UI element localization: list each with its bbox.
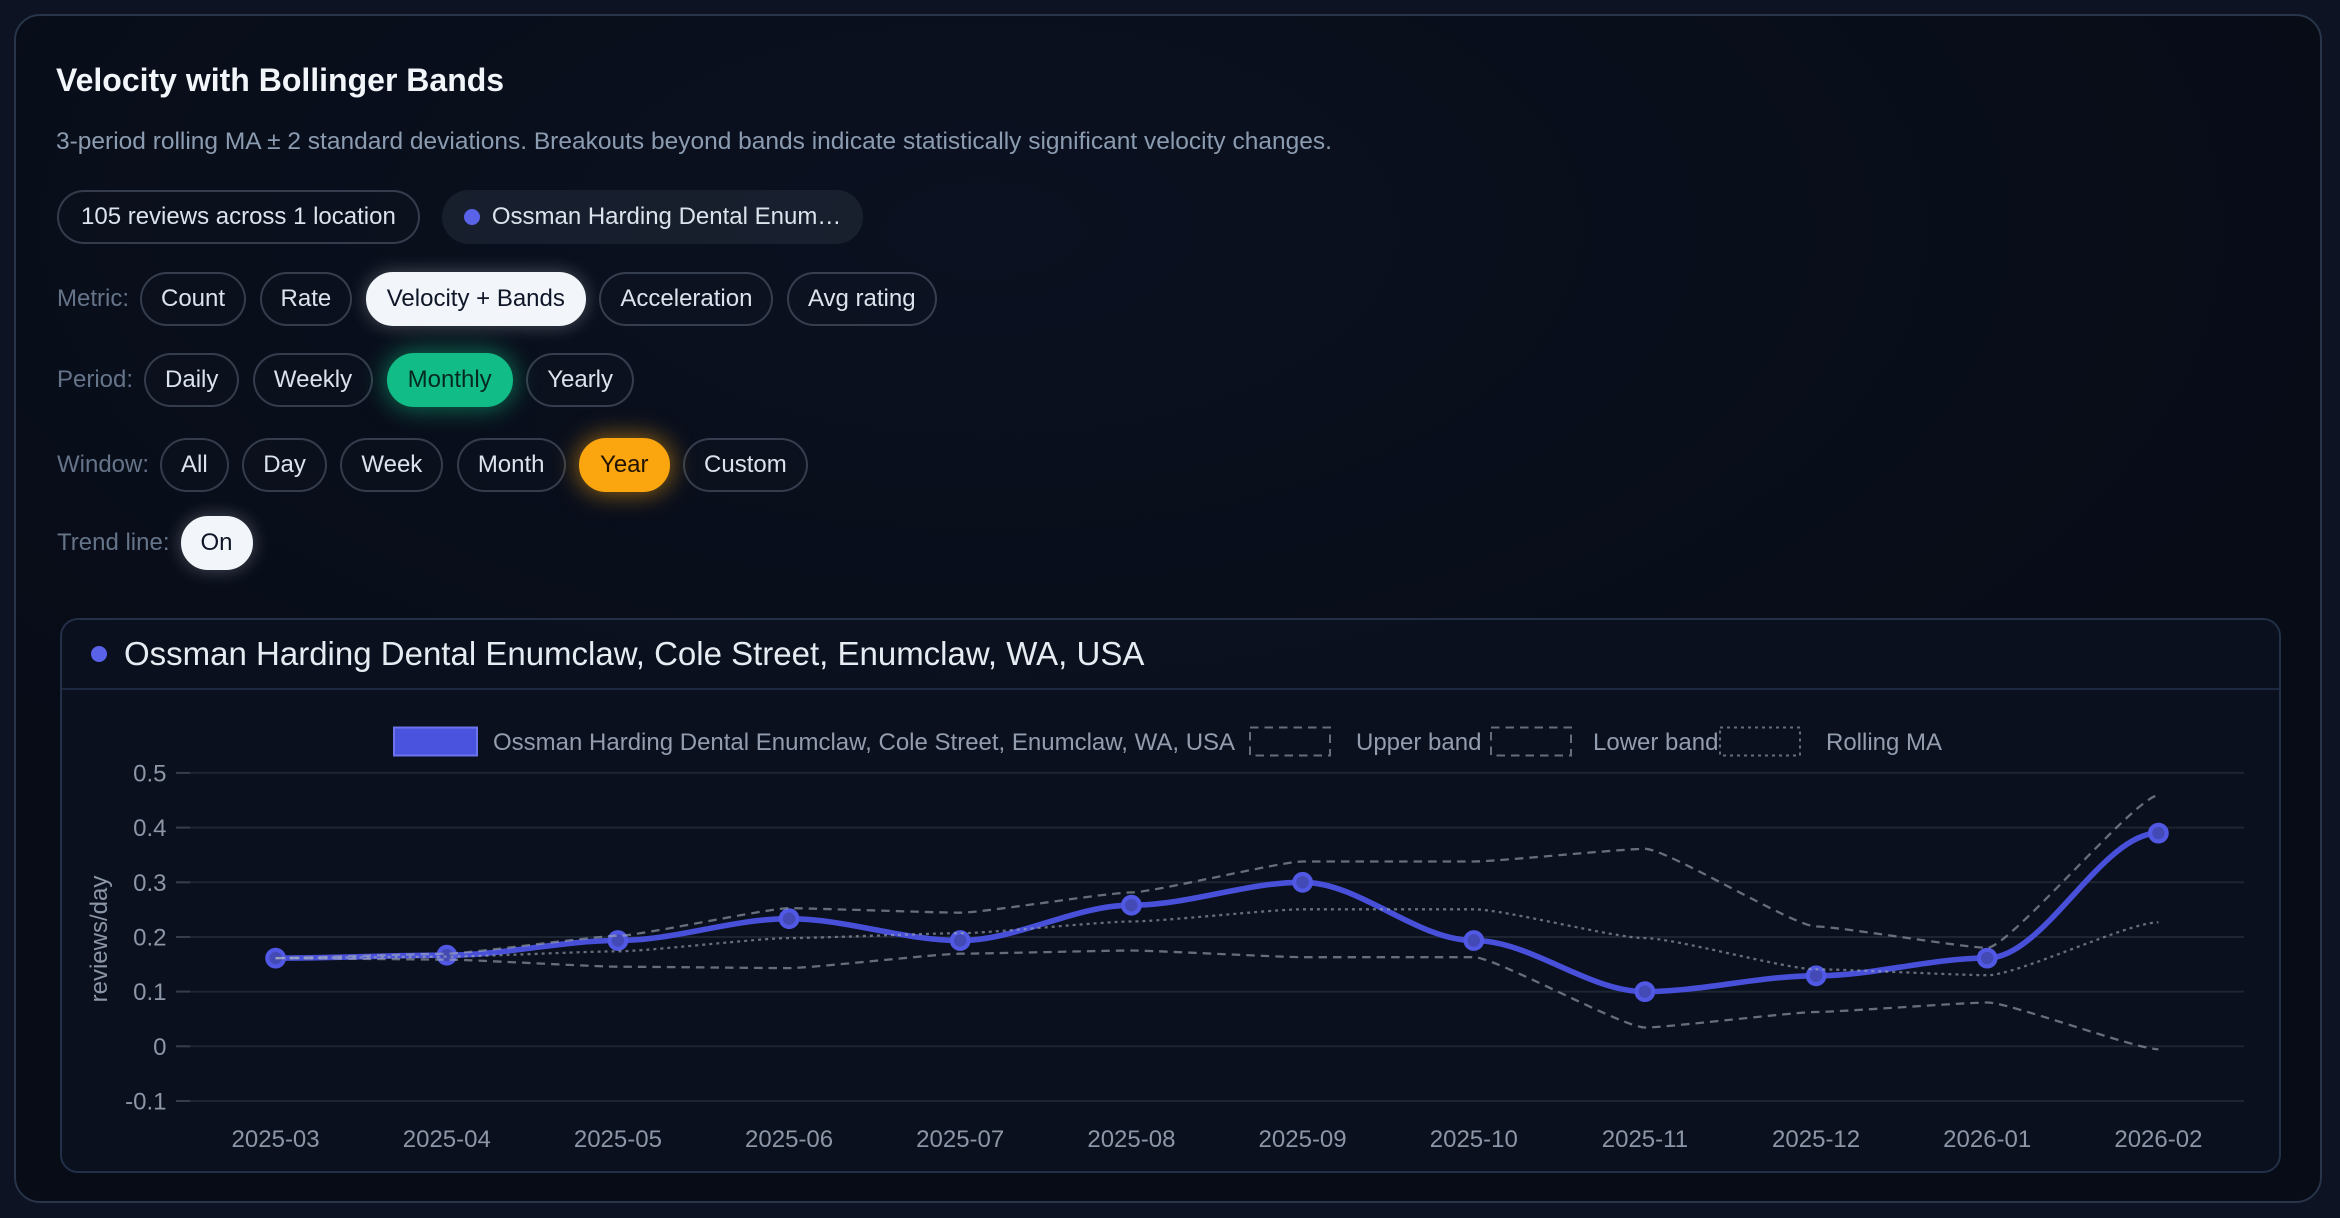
svg-text:2025-06: 2025-06: [745, 1126, 833, 1153]
svg-text:Lower band: Lower band: [1593, 729, 1718, 756]
svg-text:2025-11: 2025-11: [1602, 1126, 1688, 1153]
svg-text:2026-02: 2026-02: [2114, 1126, 2202, 1153]
svg-text:0.2: 0.2: [133, 925, 166, 952]
svg-text:2025-12: 2025-12: [1772, 1126, 1860, 1153]
svg-text:Ossman Harding Dental Enumclaw: Ossman Harding Dental Enumclaw, Cole Str…: [493, 729, 1235, 756]
svg-text:2026-01: 2026-01: [1943, 1126, 2031, 1153]
svg-text:-0.1: -0.1: [125, 1089, 166, 1116]
svg-text:reviews/day: reviews/day: [86, 876, 113, 1003]
svg-text:2025-04: 2025-04: [403, 1126, 491, 1153]
svg-text:0.4: 0.4: [133, 815, 166, 842]
svg-text:Rolling MA: Rolling MA: [1826, 729, 1942, 756]
svg-text:0: 0: [153, 1034, 166, 1061]
svg-text:0.5: 0.5: [133, 760, 166, 787]
svg-text:0.3: 0.3: [133, 870, 166, 897]
svg-text:2025-09: 2025-09: [1259, 1126, 1347, 1153]
svg-text:Upper band: Upper band: [1356, 729, 1481, 756]
svg-text:2025-07: 2025-07: [916, 1126, 1004, 1153]
svg-text:2025-10: 2025-10: [1430, 1126, 1518, 1153]
svg-text:0.1: 0.1: [133, 979, 166, 1006]
svg-text:2025-08: 2025-08: [1087, 1126, 1175, 1153]
svg-text:2025-05: 2025-05: [574, 1126, 662, 1153]
svg-text:2025-03: 2025-03: [232, 1126, 320, 1153]
